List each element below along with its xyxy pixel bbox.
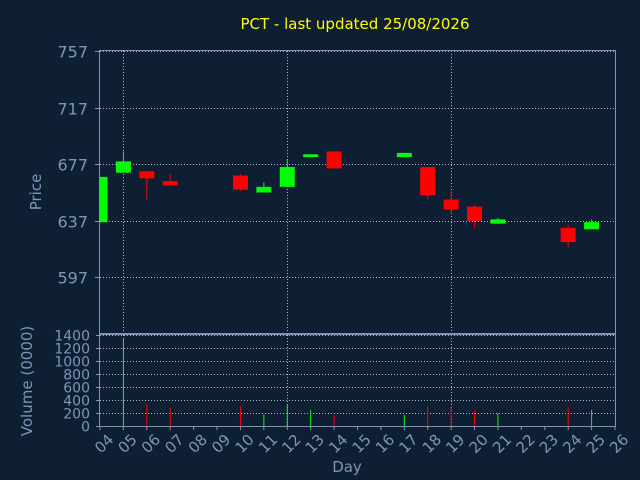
candle-body: [139, 171, 155, 179]
x-tick-label: 09: [208, 431, 234, 457]
x-tick-label: 10: [232, 431, 258, 457]
volume-bar: [333, 415, 335, 426]
volume-tick-label: 400: [63, 394, 90, 410]
price-axis-title: Price: [27, 174, 45, 211]
volume-tick-label: 1200: [54, 342, 90, 358]
candle-body: [490, 219, 506, 224]
candle-body: [279, 167, 295, 187]
volume-tick-label: 200: [63, 407, 90, 423]
x-tick-label: 06: [138, 431, 164, 457]
candle-body: [256, 186, 272, 193]
volume-bar: [286, 405, 288, 426]
x-tick-label: 05: [114, 431, 140, 457]
volume-tick-label: 0: [81, 420, 90, 436]
candle-body: [115, 161, 131, 173]
x-tick-label: 16: [372, 431, 398, 457]
candle-body: [303, 154, 319, 158]
price-tick-label: 717: [57, 100, 88, 119]
candle-body: [443, 199, 459, 210]
candle-body: [232, 175, 248, 190]
price-plot-frame: [99, 50, 616, 334]
volume-bar: [122, 338, 124, 426]
x-tick-label: 26: [606, 431, 632, 457]
x-tick-label: 08: [185, 431, 211, 457]
x-tick-label: 18: [419, 431, 445, 457]
x-tick-label: 12: [278, 431, 304, 457]
candle-body: [584, 222, 600, 230]
x-tick-label: 04: [91, 431, 117, 457]
volume-tick-label: 1000: [54, 355, 90, 371]
candle-body: [100, 176, 108, 223]
price-tick-label: 637: [57, 213, 88, 232]
x-tick-label: 11: [255, 431, 281, 457]
x-tick-label: 13: [302, 431, 328, 457]
volume-bar: [263, 414, 265, 426]
x-tick-label: 21: [489, 431, 515, 457]
candle-body: [420, 167, 436, 196]
volume-bar: [310, 409, 312, 426]
x-tick-label: 15: [349, 431, 375, 457]
volume-bar: [427, 406, 429, 426]
x-tick-label: 22: [512, 431, 538, 457]
x-tick-label: 20: [466, 431, 492, 457]
volume-bar: [474, 410, 476, 426]
x-tick-label: 19: [442, 431, 468, 457]
volume-bar: [450, 406, 452, 426]
volume-axis-title: Volume (0000): [18, 326, 36, 436]
x-tick-label: 17: [395, 431, 421, 457]
x-tick-label: 07: [161, 431, 187, 457]
volume-bar: [403, 414, 405, 426]
candle-body: [560, 227, 576, 243]
candle-body: [162, 181, 178, 186]
volume-bar: [567, 407, 569, 426]
volume-bar: [497, 413, 499, 426]
candle-body: [396, 152, 412, 158]
candle-body: [467, 206, 483, 221]
chart-title: PCT - last updated 25/08/2026: [240, 15, 469, 33]
volume-bar: [146, 403, 148, 426]
candle-body: [326, 151, 342, 169]
price-tick-label: 757: [57, 43, 88, 62]
volume-tick-label: 1400: [54, 329, 90, 345]
x-tick-label: 24: [559, 431, 585, 457]
volume-bar: [239, 406, 241, 426]
price-panel: 597 637 677 717 757 Price: [27, 43, 616, 334]
volume-bar: [169, 407, 171, 426]
price-tick-label: 597: [57, 269, 88, 288]
x-tick-label: 25: [583, 431, 609, 457]
x-axis-title: Day: [332, 458, 362, 476]
volume-bar: [591, 409, 593, 426]
x-tick-label: 14: [325, 431, 351, 457]
volume-tick-label: 600: [63, 381, 90, 397]
volume-tick-label: 800: [63, 368, 90, 384]
price-tick-label: 677: [57, 156, 88, 175]
x-tick-label: 23: [536, 431, 562, 457]
